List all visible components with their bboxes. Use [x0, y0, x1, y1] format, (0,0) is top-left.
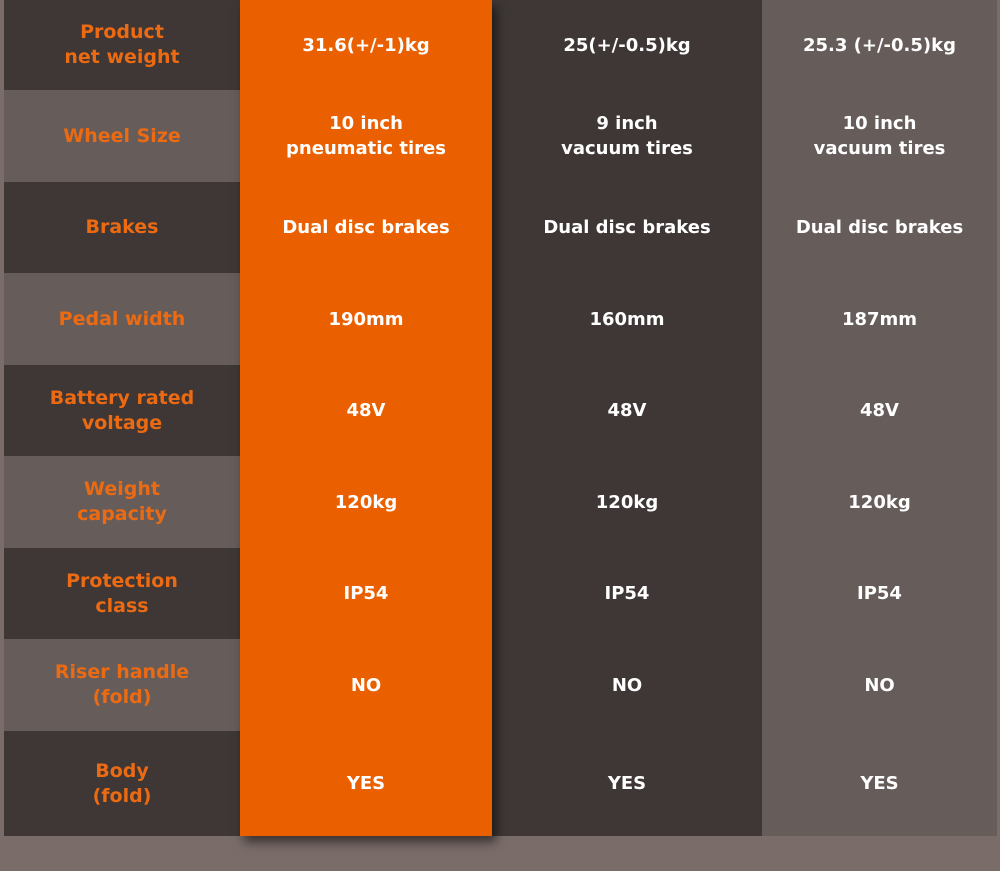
spec-value: 25.3 (+/-0.5)kg — [803, 34, 956, 56]
spec-value: YES — [607, 773, 647, 794]
spec-value: 120kg — [848, 491, 911, 513]
spec-value: NO — [350, 674, 382, 696]
spec-value: 120kg — [334, 491, 398, 513]
spec-value: Dual disc brakes — [795, 217, 964, 238]
spec-value: 120kg — [595, 491, 659, 513]
spec-value: 190mm — [328, 308, 404, 330]
spec-label: Pedal width — [4, 273, 240, 365]
spec-value: NO — [864, 674, 895, 696]
spec-label: Body (fold) — [4, 731, 240, 836]
spec-value: 160mm — [589, 308, 665, 330]
product-c-column: 25.3 (+/-0.5)kg 10 inch vacuum tires Dual … — [762, 0, 997, 836]
spec-value: IP54 — [343, 583, 389, 604]
spec-label: Riser handle (fold) — [4, 639, 240, 731]
spec-label: Wheel Size — [4, 90, 240, 182]
spec-value: 31.6(+/-1)kg — [302, 34, 430, 56]
spec-value: 9 inch vacuum tires — [561, 113, 693, 159]
spec-label: Protection class — [4, 548, 240, 639]
spec-label: Brakes — [4, 182, 240, 273]
spec-value: 48V — [607, 400, 647, 421]
spec-value: IP54 — [604, 583, 650, 604]
product-a-column: 31.6(+/-1)kg 10 inch pneumatic tires Dual … — [240, 0, 492, 836]
spec-label: Weight capacity — [4, 456, 240, 548]
spec-value: 48V — [346, 400, 386, 421]
spec-value: 187mm — [841, 308, 918, 330]
product-b-column: 25(+/-0.5)kg 9 inch vacuum tires Dual disc… — [492, 0, 762, 836]
spec-value: 10 inch pneumatic tires — [286, 113, 446, 159]
spec-value: Dual disc brakes — [282, 217, 450, 238]
spec-label-column: Product net weight Wheel Size Brakes Pedal … — [4, 0, 240, 836]
comparison-table: Product net weight Wheel Size Brakes Pedal … — [4, 0, 997, 836]
spec-value: 25(+/-0.5)kg — [563, 34, 691, 56]
spec-value: YES — [860, 773, 899, 794]
spec-label: Battery rated voltage — [4, 365, 240, 456]
spec-value: NO — [611, 674, 643, 696]
spec-value: YES — [346, 773, 386, 794]
spec-value: 10 inch vacuum tires — [813, 113, 946, 159]
spec-value: IP54 — [857, 583, 902, 604]
spec-value: 48V — [860, 400, 899, 421]
spec-value: Dual disc brakes — [543, 217, 711, 238]
spec-label: Product net weight — [4, 0, 240, 90]
